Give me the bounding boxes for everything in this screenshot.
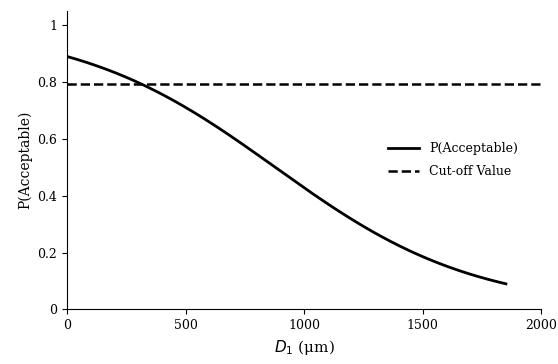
P(Acceptable) [503,282,509,286]
X-axis label: $D_1$ (μm): $D_1$ (μm) [273,338,335,357]
P(Acceptable) [64,54,70,59]
P(Acceptable) [301,186,308,190]
Y-axis label: P(Acceptable): P(Acceptable) [17,111,32,209]
Line: P(Acceptable): P(Acceptable) [67,56,506,284]
P(Acceptable) [325,202,331,206]
Legend: P(Acceptable), Cut-off Value: P(Acceptable), Cut-off Value [381,135,526,186]
P(Acceptable) [275,167,281,171]
P(Acceptable) [492,279,499,284]
P(Acceptable) [424,256,430,261]
P(Acceptable) [272,165,279,170]
